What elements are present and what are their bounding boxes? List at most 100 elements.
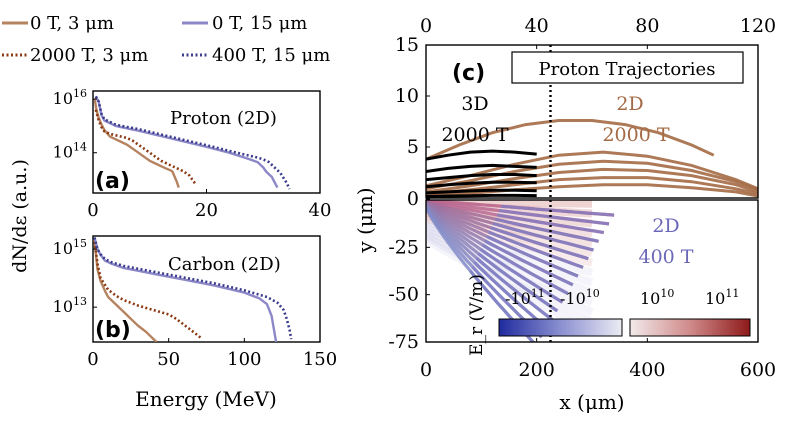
traj-2d-400T-tail-4: [492, 221, 594, 252]
panel-b-series: [93, 237, 293, 342]
panel-c-top-xtick-label: 80: [635, 15, 659, 37]
field-streak: [426, 233, 594, 326]
panel-c-series: [426, 119, 758, 342]
traj-3d-2000T-4: [426, 188, 537, 195]
panel-a-series-3: [94, 95, 291, 190]
traj-2d-400T-tail-0: [501, 204, 615, 217]
panel-c-yticks: -75 -50 -25 0 5 10 15: [388, 34, 430, 353]
traj-3d-2000T-1: [426, 163, 537, 173]
traj-2d-400T-tail-1: [499, 209, 610, 226]
traj-2d-2000T-4: [426, 176, 758, 196]
panel-b-xlabel: Energy (MeV): [135, 387, 277, 411]
panel-c-ytick-label: 15: [395, 34, 419, 56]
panel-b-ytick-label: 1013: [53, 295, 87, 316]
traj-2d-400T-tail-2: [496, 213, 605, 235]
panel-b-xtick-label: 0: [87, 349, 98, 370]
panel-c-top-xtick-label: 120: [740, 15, 776, 37]
panel-c-top-xticks: 0 40 80 120: [420, 15, 776, 49]
panel-b-ytick-label: 1015: [53, 237, 87, 258]
colorbar-tick-pos11: 1011: [705, 287, 739, 308]
traj-2d-400T-tail-10: [479, 248, 564, 304]
panel-b-xticks: 0 50 100 150: [87, 338, 337, 370]
panel-a-title: Proton (2D): [170, 108, 277, 129]
colorbar-negative: [498, 318, 623, 337]
panel-c-title: Proton Trajectories: [539, 59, 716, 80]
panel-a-ytick-label: 1016: [53, 87, 87, 108]
panel-c-ytick-label: -75: [388, 331, 419, 353]
annot-3d-line2: 2000 T: [441, 124, 508, 146]
colorbar-tick-neg10: -1010: [560, 287, 600, 308]
panel-b-xtick-label: 150: [303, 349, 337, 370]
annot-3d-line1: 3D: [461, 93, 488, 115]
annot-2d-400-line2: 400 T: [639, 246, 694, 268]
colorbar-positive: [629, 318, 751, 337]
panel-c-ytick-label: 5: [407, 136, 419, 158]
panel-c-top-xtick-label: 0: [420, 15, 432, 37]
annot-2d-400-line1: 2D: [652, 215, 679, 237]
traj-3d-2000T-3: [426, 180, 537, 189]
panel-c-title-box: [511, 51, 744, 84]
panel-c-ytick-label: 10: [395, 85, 419, 107]
annot-2d-2000-line1: 2D: [616, 93, 643, 115]
legend-entry-2000T-3um: 2000 T, 3 μm: [2, 45, 148, 66]
annot-2d-2000-line2: 2000 T: [602, 124, 669, 146]
panel-b: 1015 1013 0 50 100 150 Carbon (2D) (b) Energ…: [53, 235, 337, 411]
traj-2d-400T-tail-7: [486, 234, 579, 278]
colorbar: -1011 -1010 1010 1011 E_r (V/m): [467, 274, 751, 356]
traj-2d-2000T-0: [426, 119, 715, 161]
colorbar-tick-neg11: -1011: [505, 287, 545, 308]
legend-label-0T-3um: 0 T, 3 μm: [30, 13, 114, 34]
traj-upper-group: [426, 119, 758, 198]
traj-2d-400T-group: [426, 200, 615, 342]
traj-2d-400T-tail-8: [483, 239, 574, 287]
legend-label-0T-15um: 0 T, 15 μm: [212, 13, 307, 34]
traj-2d-400T-tail-6: [488, 230, 584, 269]
panel-b-series-2: [93, 237, 278, 342]
spectra-ylabel: dN/dε (a.u.): [9, 159, 31, 273]
panel-a: 1016 1014 0 20 40 Proton (2D) (a): [53, 87, 332, 221]
traj-2d-400T-tail-13: [473, 261, 549, 330]
traj-3d-2000T-2: [426, 173, 537, 182]
panel-c-xtick-label: 400: [629, 359, 665, 381]
panel-b-title: Carbon (2D): [168, 254, 281, 275]
traj-2d-2000T-2: [426, 159, 758, 192]
traj-3d-2000T-5: [426, 193, 537, 198]
traj-3d-2000T-0: [426, 149, 537, 161]
panel-c-ytick-label: -50: [388, 284, 419, 306]
traj-2d-400T-tail-9: [481, 243, 569, 295]
traj-2d-400T-tail-5: [490, 226, 589, 261]
legend-entry-0T-3um: 0 T, 3 μm: [2, 13, 114, 34]
panel-b-xtick-label: 50: [157, 349, 180, 370]
panel-a-ytick-label: 1014: [53, 141, 87, 162]
panel-a-yticks: 1016 1014: [53, 87, 97, 162]
colorbar-label: E_r (V/m): [467, 274, 487, 356]
panel-b-series-1: [93, 241, 203, 341]
legend-entry-0T-15um: 0 T, 15 μm: [182, 13, 307, 34]
panel-c-frame-upper: [425, 44, 759, 199]
panel-a-series: [93, 95, 291, 190]
legend-label-400T-15um: 400 T, 15 μm: [212, 45, 330, 66]
traj-2d-400T-tail-12: [475, 256, 554, 321]
traj-2d-2000T-5: [426, 183, 758, 198]
legend-label-2000T-3um: 2000 T, 3 μm: [30, 45, 148, 66]
panel-a-series-1: [94, 109, 197, 185]
panel-c-ytick-label: 0: [407, 188, 419, 210]
panel-c-top-xtick-label: 40: [525, 15, 549, 37]
panel-c-ytick-label: -25: [388, 236, 419, 258]
panel-b-label: (b): [95, 318, 131, 343]
traj-2d-2000T-1: [426, 150, 758, 191]
panel-c-ylabel: y (μm): [353, 187, 377, 253]
panel-c-xtick-label: 0: [420, 359, 432, 381]
panel-c-xticks: 0 200 400 600: [420, 338, 776, 381]
panel-a-xticks: 0 20 40: [87, 189, 331, 221]
panel-a-xtick-label: 40: [309, 200, 332, 221]
legend: 0 T, 3 μm 0 T, 15 μm 2000 T, 3 μm 400 T,…: [2, 13, 330, 66]
panel-c-xtick-label: 200: [519, 359, 555, 381]
panel-a-xtick-label: 20: [195, 200, 218, 221]
panel-b-xtick-label: 100: [227, 349, 261, 370]
panel-a-series-2: [94, 95, 279, 189]
colorbar-tick-pos10: 1010: [640, 287, 674, 308]
panel-a-label: (a): [95, 169, 130, 194]
